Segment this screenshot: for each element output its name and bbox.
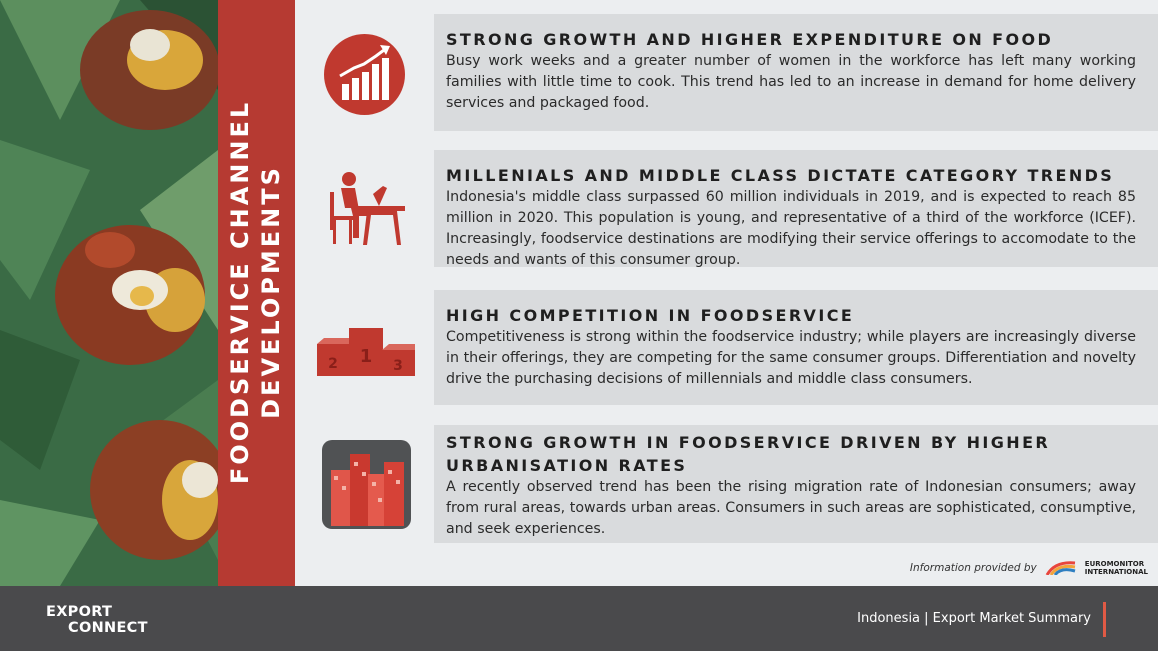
podium-number-3: 3	[393, 358, 403, 374]
euromonitor-logo-icon	[1045, 561, 1076, 575]
brand-line1: EXPORT	[46, 604, 113, 620]
food-photo	[0, 0, 218, 586]
section-card-growth: STRONG GROWTH AND HIGHER EXPENDITURE ON …	[434, 14, 1158, 131]
source-credit: Information provided by EUROMONITOR INTE…	[910, 560, 1148, 576]
city-buildings-icon	[322, 440, 411, 529]
section-title: MILLENIALS AND MIDDLE CLASS DICTATE CATE…	[446, 166, 1115, 185]
section-title: HIGH COMPETITION IN FOODSERVICE	[446, 306, 855, 325]
section-card-urbanisation: STRONG GROWTH IN FOODSERVICE DRIVEN BY H…	[434, 425, 1158, 543]
person-at-desk-icon	[330, 172, 405, 245]
euromonitor-logo: EUROMONITOR INTERNATIONAL	[1085, 560, 1148, 576]
podium-number-2: 2	[328, 356, 338, 372]
section-body: Busy work weeks and a greater number of …	[446, 53, 1136, 111]
side-title: FOODSERVICE CHANNEL DEVELOPMENTS	[225, 100, 287, 484]
footer: EXPORT CONNECT Indonesia | Export Market…	[0, 586, 1158, 651]
footer-accent-bar	[1103, 602, 1106, 637]
footer-caption: Indonesia | Export Market Summary	[857, 611, 1091, 626]
podium-number-1: 1	[360, 346, 373, 367]
growth-chart-icon	[324, 34, 405, 115]
brand-line2: CONNECT	[68, 620, 148, 636]
export-connect-logo: EXPORT CONNECT	[46, 604, 148, 636]
logo-line2: INTERNATIONAL	[1084, 568, 1148, 576]
side-title-line2: DEVELOPMENTS	[257, 165, 285, 419]
section-body: A recently observed trend has been the r…	[446, 479, 1136, 537]
section-body: Competitiveness is strong within the foo…	[446, 329, 1136, 387]
food-photo-illustration	[0, 0, 218, 586]
side-title-band	[218, 0, 295, 586]
section-card-millennials: MILLENIALS AND MIDDLE CLASS DICTATE CATE…	[434, 150, 1158, 268]
podium-icon: 1 2 3	[317, 328, 415, 376]
section-body: Indonesia's middle class surpassed 60 mi…	[446, 189, 1136, 268]
section-title: STRONG GROWTH IN FOODSERVICE DRIVEN BY H…	[446, 433, 1051, 475]
section-card-competition: HIGH COMPETITION IN FOODSERVICE Competit…	[434, 290, 1158, 405]
side-title-line1: FOODSERVICE CHANNEL	[225, 99, 254, 485]
logo-line1: EUROMONITOR	[1084, 560, 1145, 568]
credit-text: Information provided by	[909, 562, 1037, 574]
section-title: STRONG GROWTH AND HIGHER EXPENDITURE ON …	[446, 30, 1054, 49]
